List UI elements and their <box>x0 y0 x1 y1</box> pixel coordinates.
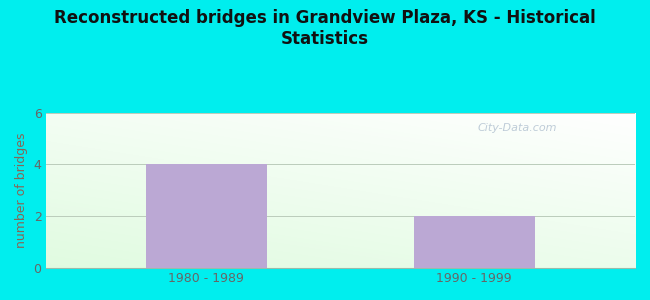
Text: City-Data.com: City-Data.com <box>477 123 557 133</box>
Bar <box>146 164 266 268</box>
Text: Reconstructed bridges in Grandview Plaza, KS - Historical
Statistics: Reconstructed bridges in Grandview Plaza… <box>54 9 596 48</box>
Y-axis label: number of bridges: number of bridges <box>15 133 28 248</box>
Bar <box>414 216 534 268</box>
